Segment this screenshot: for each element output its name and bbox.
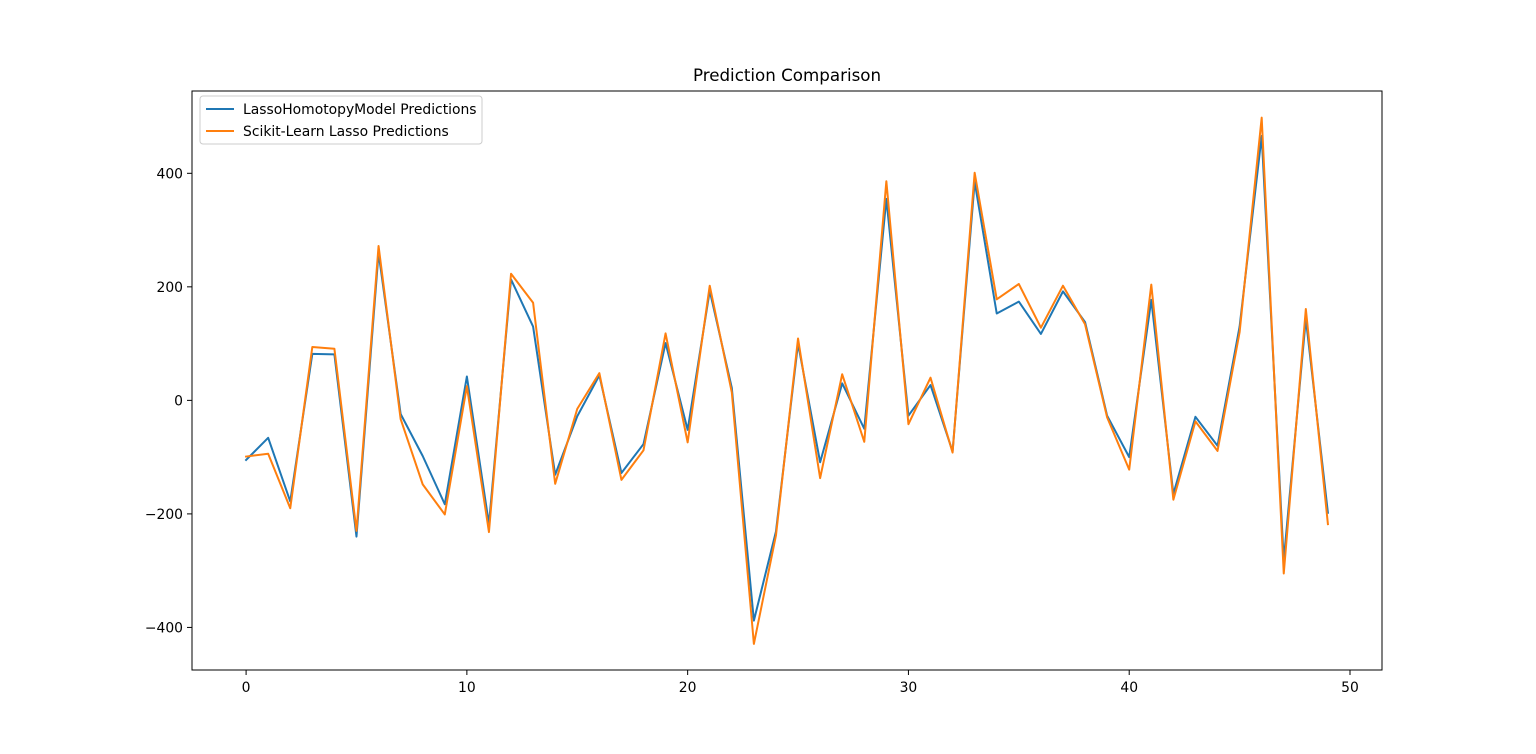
x-tick-label: 40 bbox=[1120, 680, 1138, 696]
series-layer bbox=[244, 116, 1330, 645]
series-line-1 bbox=[244, 116, 1330, 645]
y-tick-label: −200 bbox=[145, 507, 183, 523]
x-tick-label: 30 bbox=[900, 680, 918, 696]
plot-frame bbox=[191, 90, 1383, 671]
y-tick-label: 200 bbox=[156, 280, 183, 296]
axes-layer: 0 10 20 30 40 50 −400 −200 0 200 400 bbox=[145, 90, 1383, 696]
legend-label-0: LassoHomotopyModel Predictions bbox=[243, 102, 477, 118]
x-tick-label: 0 bbox=[242, 680, 251, 696]
y-tick-label: 0 bbox=[174, 393, 183, 409]
x-tick-label: 50 bbox=[1341, 680, 1359, 696]
legend-label-1: Scikit-Learn Lasso Predictions bbox=[243, 124, 449, 140]
legend-box bbox=[199, 95, 483, 145]
x-tick-label: 10 bbox=[458, 680, 476, 696]
y-tick-label: −400 bbox=[145, 620, 183, 636]
legend: LassoHomotopyModel Predictions Scikit-Lea… bbox=[199, 95, 483, 145]
chart-title: Prediction Comparison bbox=[693, 65, 881, 85]
y-tick-label: 400 bbox=[156, 166, 183, 182]
x-tick-label: 20 bbox=[679, 680, 697, 696]
